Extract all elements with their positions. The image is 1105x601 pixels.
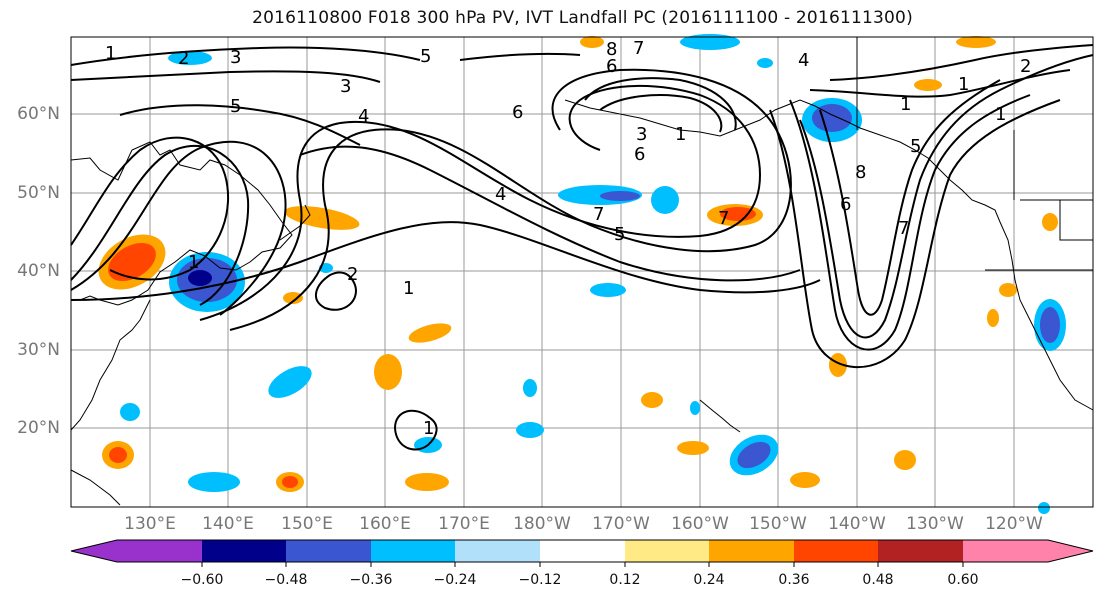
colorbar-over-triangle [1048, 540, 1093, 562]
colorbar-swatch [286, 540, 371, 562]
contour-label: 4 [495, 184, 506, 205]
colorbar-tick-label: −0.12 [518, 572, 562, 588]
contour-label: 5 [910, 136, 921, 157]
contour-label: 2 [347, 264, 358, 285]
contour-label: 1 [423, 418, 434, 439]
colorbar-swatch [202, 540, 286, 562]
contour-label: 3 [230, 47, 241, 68]
contour-label: 6 [512, 102, 523, 123]
colorbar-outline [70, 539, 1094, 563]
contour-label: 1 [105, 43, 116, 64]
colorbar-swatch [455, 540, 540, 562]
contour-label: 7 [898, 218, 909, 239]
map-frame [70, 36, 1094, 508]
contour-label: 1 [188, 252, 199, 273]
colorbar-swatch [794, 540, 878, 562]
contour-labels: 1 2 3 5 3 5 4 6 8 7 1 3 6 7 4 7 5 1 2 1 … [105, 38, 1031, 439]
colorbar-swatch [625, 540, 709, 562]
contour-label: 6 [606, 56, 617, 77]
lon-label: 150°W [749, 514, 807, 534]
contour-label: 1 [675, 124, 686, 145]
contour-label: 8 [855, 162, 866, 183]
colorbar-tick-label: 0.12 [609, 572, 641, 588]
colorbar-swatch [540, 540, 625, 562]
colorbar-tick-label: 0.48 [862, 572, 894, 588]
colorbar-tick-label: 0.36 [778, 572, 810, 588]
colorbar-under-triangle [71, 540, 117, 562]
lat-label: 30°N [17, 340, 60, 360]
contour-label: 5 [420, 46, 431, 67]
pv-contours [70, 44, 1094, 451]
contour-label: 6 [634, 144, 645, 165]
colorbar-swatch [709, 540, 794, 562]
contour-label: 5 [614, 224, 625, 245]
lat-label: 50°N [17, 183, 60, 203]
colorbar-swatch [117, 540, 202, 562]
lon-label: 130°W [906, 514, 964, 534]
colorbar-tick-label: −0.48 [264, 572, 308, 588]
contour-label: 8 [606, 39, 617, 60]
lon-label: 160°E [359, 514, 411, 534]
lat-label: 40°N [17, 261, 60, 281]
lon-label: 150°E [281, 514, 333, 534]
lon-label: 170°W [592, 514, 650, 534]
colorbar-tick-label: −0.36 [349, 572, 393, 588]
colorbar-tick-label: −0.60 [180, 572, 224, 588]
contour-label: 4 [358, 106, 369, 127]
contour-label: 3 [340, 76, 351, 97]
lat-label: 20°N [17, 418, 60, 438]
colorbar-swatch [371, 540, 455, 562]
lon-label: 160°W [671, 514, 729, 534]
contour-label: 7 [718, 208, 729, 229]
contour-label: 2 [178, 48, 189, 69]
colorbar-tick-label: 0.60 [947, 572, 979, 588]
colorbar-tick-label: 0.24 [693, 572, 725, 588]
lon-label: 140°W [828, 514, 886, 534]
contour-label: 5 [230, 96, 241, 117]
colorbar [70, 539, 1094, 567]
contour-label: 1 [958, 74, 969, 95]
contour-label: 6 [840, 194, 851, 215]
contour-label: 7 [593, 204, 604, 225]
contour-label: 1 [995, 104, 1006, 125]
lon-label: 170°E [438, 514, 490, 534]
contour-label: 2 [1020, 56, 1031, 77]
map-title: 2016110800 F018 300 hPa PV, IVT Landfall… [252, 8, 913, 28]
colorbar-swatch [878, 540, 963, 562]
lat-label: 60°N [17, 104, 60, 124]
contour-label: 1 [900, 94, 911, 115]
lon-label: 140°E [202, 514, 254, 534]
contour-label: 4 [798, 50, 809, 71]
ivt-shading [98, 34, 1066, 514]
contour-label: 7 [633, 38, 644, 59]
lon-label: 120°W [985, 514, 1043, 534]
lon-label: 180°W [513, 514, 571, 534]
contour-label: 3 [636, 124, 647, 145]
lon-label: 130°E [124, 514, 176, 534]
contour-label: 1 [403, 278, 414, 299]
colorbar-tick-label: −0.24 [433, 572, 477, 588]
colorbar-swatch [963, 540, 1048, 562]
